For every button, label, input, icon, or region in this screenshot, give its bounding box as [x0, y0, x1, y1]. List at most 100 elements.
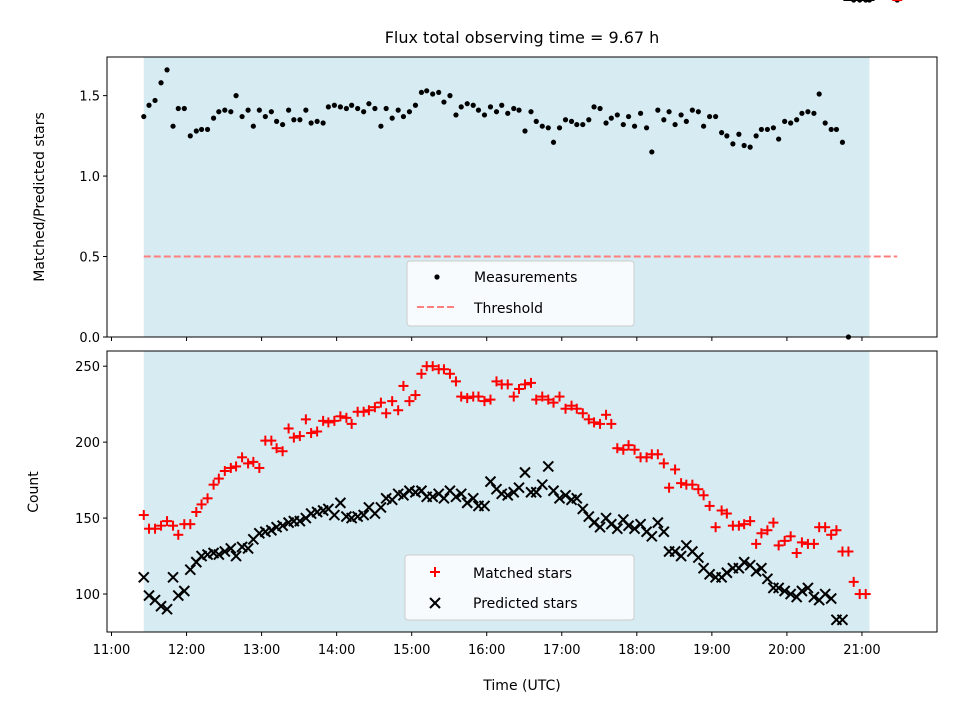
measurement-point: [522, 128, 528, 134]
measurement-point: [539, 123, 545, 129]
ratio-x-ticks: [111, 337, 863, 341]
legend-plus-icon: [430, 567, 440, 577]
measurement-point: [453, 112, 459, 118]
x-tick-label: 16:00: [468, 643, 505, 658]
matched-stars-point: [826, 529, 837, 540]
matched-stars-point: [670, 464, 681, 475]
measurement-point: [239, 113, 245, 120]
matched-stars-point: [462, 393, 473, 404]
matched-stars-point: [162, 516, 173, 527]
measurement-point: [730, 141, 736, 147]
matched-stars-point: [346, 418, 357, 429]
x-tick-label: 12:00: [168, 643, 205, 658]
measurement-point: [441, 99, 447, 105]
measurement-point: [580, 121, 586, 128]
measurement-point: [839, 139, 846, 145]
matched-stars-point: [427, 361, 438, 372]
measurement-point: [695, 109, 701, 115]
matched-stars-point: [271, 443, 282, 454]
matched-stars-point: [543, 394, 554, 405]
matched-stars-point: [450, 376, 461, 387]
matched-stars-point: [848, 576, 859, 587]
measurement-point: [436, 89, 442, 96]
predicted-stars-point: [669, 545, 681, 558]
measurement-point: [366, 101, 372, 107]
matched-stars-point: [745, 516, 756, 527]
predicted-stars-point: [450, 491, 462, 503]
matched-stars-point: [387, 396, 398, 407]
predicted-stars-point: [547, 485, 560, 497]
measurement-point: [291, 117, 297, 123]
measurement-point: [187, 133, 193, 139]
measurement-point: [372, 105, 378, 112]
measurement-point: [753, 133, 759, 139]
measurement-point: [574, 121, 580, 128]
matched-stars-point: [520, 379, 531, 390]
legend-x-icon: [429, 597, 441, 609]
measurement-point: [389, 115, 395, 121]
matched-stars-point: [779, 535, 790, 546]
matched-stars-point: [710, 522, 721, 533]
matched-stars-point: [473, 391, 484, 402]
measurement-point: [447, 93, 453, 99]
matched-stars-point: [156, 520, 167, 531]
measurement-point: [487, 104, 494, 110]
predicted-stars-point: [375, 501, 387, 514]
matched-stars-point: [583, 414, 594, 425]
measurement-point: [158, 80, 164, 86]
measurement-point: [511, 105, 517, 112]
matched-stars-point: [266, 435, 277, 446]
matched-stars-point: [138, 510, 149, 521]
predicted-stars-point: [750, 565, 762, 577]
predicted-stars-point: [455, 488, 467, 500]
measurement-point: [308, 120, 314, 126]
matched-stars-point: [191, 507, 202, 518]
measurement-point: [361, 109, 367, 115]
predicted-stars-point: [530, 486, 542, 498]
measurement-point: [470, 102, 476, 108]
measurement-point: [678, 112, 684, 118]
measurement-point: [331, 102, 337, 108]
matched-stars-point: [548, 397, 559, 408]
matched-stars-point: [335, 411, 346, 422]
measurement-point: [545, 125, 551, 131]
matched-stars-point: [560, 403, 571, 414]
matched-stars-point: [485, 394, 496, 405]
measurement-point: [719, 130, 725, 136]
matched-stars-point: [173, 529, 184, 540]
predicted-stars-point: [334, 497, 347, 509]
matched-stars-point: [658, 458, 669, 469]
counts-data-marks: [138, 0, 903, 626]
matched-stars-point: [312, 426, 323, 437]
measurement-point: [603, 120, 609, 126]
measurement-point: [400, 113, 407, 120]
matched-stars-point: [785, 531, 796, 542]
matched-stars-point: [213, 473, 224, 484]
measurement-point: [661, 117, 667, 123]
measurement-point: [833, 126, 840, 133]
matched-stars-point: [369, 402, 380, 413]
matched-stars-point: [733, 520, 744, 531]
matched-stars-point: [491, 376, 502, 387]
measurement-point: [770, 125, 777, 131]
ratio-legend: Measurements Threshold: [406, 260, 635, 327]
predicted-stars-point: [225, 542, 237, 555]
measurement-point: [764, 126, 770, 133]
predicted-stars-point: [559, 489, 572, 502]
legend-label-threshold: Threshold: [473, 301, 543, 317]
predicted-stars-point: [721, 567, 733, 579]
predicted-stars-point: [571, 492, 583, 505]
measurement-point: [747, 144, 753, 150]
predicted-stars-point: [778, 585, 791, 597]
matched-stars-point: [300, 414, 311, 425]
y-tick-label: 1.5: [79, 90, 100, 105]
predicted-stars-point: [438, 492, 450, 505]
x-tick-label: 21:00: [843, 643, 880, 658]
matched-stars-point: [288, 432, 299, 443]
measurement-point: [395, 107, 401, 113]
counts-x-ticks: 11:00 12:00 13:00 14:00 15:00 16:00 17:00 18:00…: [93, 632, 881, 658]
measurement-point: [562, 117, 569, 123]
predicted-stars-point: [611, 523, 624, 535]
predicted-stars-point: [276, 519, 289, 532]
x-tick-label: 15:00: [393, 643, 430, 658]
